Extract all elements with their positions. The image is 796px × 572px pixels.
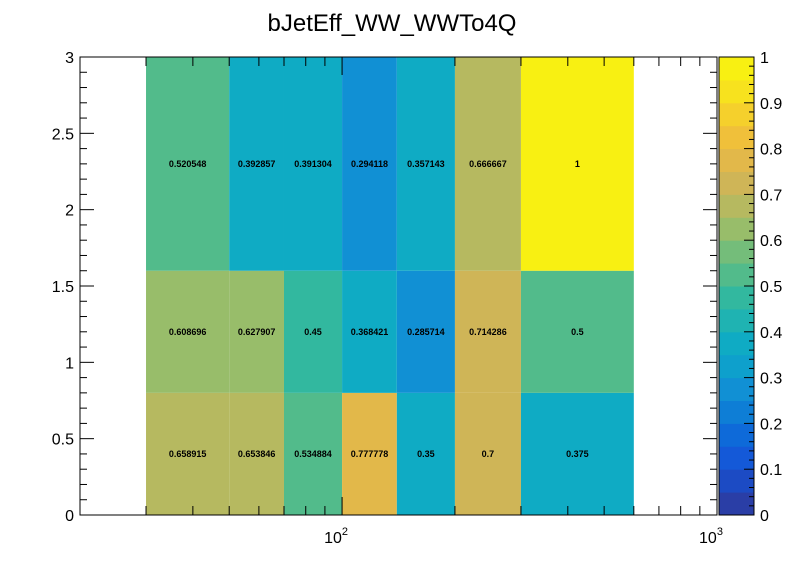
cell-value-label: 0.375	[566, 449, 589, 459]
cell-value-label: 1	[575, 159, 580, 169]
cell-value-label: 0.294118	[351, 159, 388, 169]
heatmap-cell	[229, 392, 284, 515]
y-tick-label: 0.5	[52, 432, 74, 449]
cell-value-label: 0.658915	[169, 449, 207, 459]
y-tick-label: 3	[65, 50, 74, 67]
cell-value-label: 0.357143	[407, 159, 445, 169]
heatmap-cell	[146, 57, 230, 271]
colorbar-segment	[719, 308, 754, 333]
x-tick-label: 103	[699, 526, 723, 547]
colorbar-segment	[719, 286, 754, 310]
y-tick-label: 1	[65, 355, 74, 372]
x-tick-exponent: 2	[342, 526, 348, 538]
cell-value-label: 0.666667	[469, 159, 507, 169]
heatmap-cell	[283, 270, 343, 393]
colorbar-tick-label: 0.1	[760, 462, 782, 479]
colorbar-tick-label: 1	[760, 50, 769, 67]
heatmap-cell	[396, 392, 455, 515]
cell-value-label: 0.714286	[469, 327, 507, 337]
heatmap-cells	[146, 57, 634, 515]
colorbar-segment	[719, 102, 754, 127]
cell-value-label: 0.392857	[238, 159, 276, 169]
heatmap-cell	[520, 392, 634, 515]
heatmap-cell	[146, 270, 230, 393]
colorbar-tick-label: 0.6	[760, 233, 782, 250]
x-tick-exponent: 3	[717, 526, 723, 538]
colorbar-tick-label: 0.2	[760, 416, 782, 433]
colorbar-segment	[719, 171, 754, 195]
heatmap-cell	[229, 270, 284, 393]
colorbar-tick-label: 0.5	[760, 279, 782, 296]
colorbar-segment	[719, 331, 754, 356]
heatmap-cell	[396, 57, 455, 271]
cell-value-label: 0.5	[571, 327, 584, 337]
heatmap-cell	[454, 392, 521, 515]
colorbar-segment	[719, 148, 754, 172]
colorbar-segment	[719, 79, 754, 104]
heatmap-cell	[342, 57, 397, 271]
cell-value-label: 0.627907	[238, 327, 276, 337]
heatmap-cell	[283, 57, 343, 271]
colorbar-segment	[719, 240, 754, 264]
heatmap-cell	[396, 270, 455, 393]
colorbar-segment	[719, 194, 754, 218]
cell-value-label: 0.534884	[294, 449, 332, 459]
cell-value-label: 0.285714	[407, 327, 445, 337]
colorbar-segment	[719, 217, 754, 241]
cell-value-label: 0.45	[304, 327, 322, 337]
colorbar-segment	[719, 354, 754, 379]
cell-value-label: 0.777778	[351, 449, 389, 459]
colorbar-tick-label: 0.8	[760, 142, 782, 159]
colorbar-segment	[719, 125, 754, 150]
colorbar-segment	[719, 263, 754, 287]
x-tick-label: 102	[324, 526, 348, 547]
y-tick-label: 2	[65, 203, 74, 220]
colorbar-tick-label: 0	[760, 508, 769, 525]
heatmap-cell	[146, 392, 230, 515]
colorbar-segment	[719, 492, 754, 516]
colorbar-tick-label: 0.4	[760, 325, 782, 342]
cell-value-label: 0.653846	[238, 449, 276, 459]
x-tick-base: 10	[699, 530, 717, 547]
heatmap-cell	[229, 57, 284, 271]
heatmap-cell	[520, 270, 634, 393]
cell-value-label: 0.35	[417, 449, 435, 459]
y-tick-label: 0	[65, 508, 74, 525]
cell-value-label: 0.368421	[351, 327, 389, 337]
heatmap-cell	[342, 392, 397, 515]
heatmap-cell	[454, 270, 521, 393]
y-tick-label: 2.5	[52, 126, 74, 143]
colorbar-segment	[719, 446, 754, 470]
colorbar-segment	[719, 469, 754, 493]
cell-value-label: 0.608696	[169, 327, 207, 337]
heatmap-cell	[454, 57, 521, 271]
heatmap-cell	[520, 57, 634, 271]
colorbar-segment	[719, 423, 754, 447]
cell-value-label: 0.7	[482, 449, 495, 459]
cell-value-label: 0.520548	[169, 159, 207, 169]
x-tick-base: 10	[324, 530, 342, 547]
colorbar-tick-label: 0.7	[760, 187, 782, 204]
y-tick-label: 1.5	[52, 279, 74, 296]
cell-value-label: 0.391304	[294, 159, 332, 169]
colorbar-segment	[719, 57, 754, 81]
colorbar: 0 0.1 0.2 0.3 0.4 0.5 0.6 0.7 0.8 0.9 1	[718, 50, 782, 525]
colorbar-segment	[719, 377, 754, 401]
heatmap-cell-labels: 0.658915 0.653846 0.534884 0.777778 0.35 0.7 0…	[169, 159, 589, 459]
colorbar-tick-label: 0.3	[760, 371, 782, 388]
colorbar-tick-label: 0.9	[760, 96, 782, 113]
chart-title: bJetEff_WW_WWTo4Q	[268, 10, 517, 37]
heatmap-cell	[342, 270, 397, 393]
heatmap-cell	[283, 392, 343, 515]
colorbar-segment	[719, 400, 754, 424]
